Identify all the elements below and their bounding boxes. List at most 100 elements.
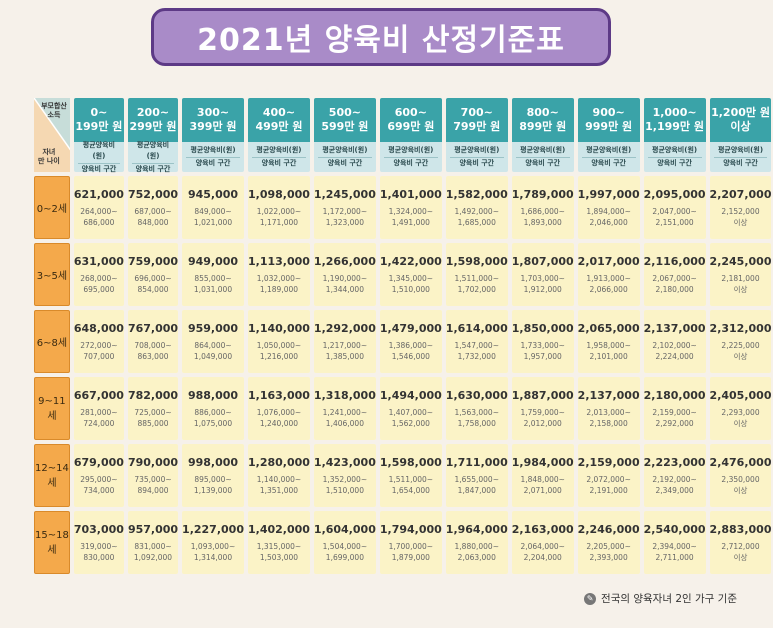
average-support: 988,000 <box>187 388 239 402</box>
range-end: 1,092,000 <box>133 552 173 562</box>
average-support: 782,000 <box>127 388 179 402</box>
support-range: 1,076,000~ 1,240,000 <box>248 407 310 429</box>
range-end: 1,758,000 <box>457 418 496 428</box>
range-end: 2,204,000 <box>523 552 562 562</box>
support-range: 264,000~ 686,000 <box>74 206 124 228</box>
income-range: 600~ 699만 원 <box>379 98 442 142</box>
support-cell: 2,246,000 2,205,000~ 2,393,000 <box>577 511 640 574</box>
support-cell: 1,113,000 1,032,000~ 1,189,000 <box>247 243 310 306</box>
range-end: 2,066,000 <box>589 284 628 294</box>
support-cell: 621,000 264,000~ 686,000 <box>73 176 124 239</box>
support-range: 1,894,000~ 2,046,000 <box>578 206 640 228</box>
support-cell: 1,318,000 1,241,000~ 1,406,000 <box>313 377 376 440</box>
income-column-header: 300~ 399만 원 평균양육비(원) 양육비 구간 <box>182 98 244 172</box>
average-support: 1,887,000 <box>511 388 574 402</box>
income-range: 1,200만 원 이상 <box>709 98 772 142</box>
income-column-header: 400~ 499만 원 평균양육비(원) 양육비 구간 <box>247 98 310 172</box>
support-cell: 752,000 687,000~ 848,000 <box>127 176 179 239</box>
average-support: 667,000 <box>73 388 124 402</box>
range-start: 1,241,000~ <box>322 407 368 417</box>
range-start: 1,655,000~ <box>454 474 499 484</box>
support-range: 1,880,000~ 2,063,000 <box>446 541 508 563</box>
support-cell: 2,137,000 2,102,000~ 2,224,000 <box>643 310 706 373</box>
table-body: 0~2세 621,000 264,000~ 686,000 752,000 687,000… <box>34 176 772 574</box>
average-support: 1,614,000 <box>445 321 508 335</box>
avg-label: 평균양육비(원) <box>186 145 240 158</box>
range-end: 1,139,000 <box>193 485 233 495</box>
support-range: 2,394,000~ 2,711,000 <box>644 541 706 563</box>
support-cell: 1,494,000 1,407,000~ 1,562,000 <box>379 377 442 440</box>
support-cell: 667,000 281,000~ 724,000 <box>73 377 124 440</box>
range-end: 1,732,000 <box>457 351 496 361</box>
support-range: 1,913,000~ 2,066,000 <box>578 273 640 295</box>
range-start: 1,848,000~ <box>520 474 565 484</box>
average-support: 1,163,000 <box>247 388 310 402</box>
range-start: 1,511,000~ <box>454 273 499 283</box>
range-end: 이상 <box>733 217 748 227</box>
range-end: 1,685,000 <box>457 217 496 227</box>
support-range: 687,000~ 848,000 <box>128 206 178 228</box>
income-column-header: 700~ 799만 원 평균양육비(원) 양육비 구간 <box>445 98 508 172</box>
range-start: 319,000~ <box>80 541 118 551</box>
income-column-header: 900~ 999만 원 평균양육비(원) 양육비 구간 <box>577 98 640 172</box>
income-range-line1: 800~ <box>526 106 559 119</box>
income-range-line2: 999만 원 <box>585 120 633 133</box>
support-cell: 2,223,000 2,192,000~ 2,349,000 <box>643 444 706 507</box>
range-end: 이상 <box>733 284 748 294</box>
average-support: 1,997,000 <box>577 187 640 201</box>
average-support: 1,140,000 <box>247 321 310 335</box>
range-end: 1,503,000 <box>259 552 299 562</box>
range-start: 1,407,000~ <box>388 407 434 417</box>
range-start: 2,067,000~ <box>652 273 697 283</box>
income-range-line2: 1,199만 원 <box>645 120 705 133</box>
range-end: 1,031,000 <box>193 284 233 294</box>
average-support: 2,405,000 <box>709 388 772 402</box>
support-cell: 1,984,000 1,848,000~ 2,071,000 <box>511 444 574 507</box>
range-start: 2,047,000~ <box>652 206 697 216</box>
support-cell: 631,000 268,000~ 695,000 <box>73 243 124 306</box>
support-cell: 1,401,000 1,324,000~ 1,491,000 <box>379 176 442 239</box>
income-column-header: 1,000~ 1,199만 원 평균양육비(원) 양육비 구간 <box>643 98 706 172</box>
income-range-line2: 이상 <box>730 120 751 133</box>
support-cell: 2,065,000 1,958,000~ 2,101,000 <box>577 310 640 373</box>
range-start: 2,072,000~ <box>586 474 631 484</box>
range-label: 양육비 구간 <box>195 159 231 167</box>
range-start: 1,703,000~ <box>520 273 565 283</box>
range-start: 1,093,000~ <box>190 541 236 551</box>
support-cell: 1,711,000 1,655,000~ 1,847,000 <box>445 444 508 507</box>
income-range-line2: 299만 원 <box>129 120 177 133</box>
average-support: 1,598,000 <box>379 455 442 469</box>
support-range: 1,733,000~ 1,957,000 <box>512 340 574 362</box>
avg-label: 평균양육비(원) <box>251 145 306 158</box>
range-label: 양육비 구간 <box>459 159 495 167</box>
income-range-line1: 0~ <box>90 106 108 119</box>
income-range: 200~ 299만 원 <box>127 98 179 142</box>
support-range: 1,190,000~ 1,344,000 <box>314 273 376 295</box>
range-end: 1,847,000 <box>457 485 496 495</box>
range-end: 724,000 <box>83 418 115 428</box>
range-end: 1,216,000 <box>259 351 299 361</box>
range-label: 양육비 구간 <box>327 159 363 167</box>
range-end: 2,349,000 <box>655 485 694 495</box>
support-range: 1,759,000~ 2,012,000 <box>512 407 574 429</box>
average-support: 703,000 <box>73 522 124 536</box>
average-support: 998,000 <box>187 455 239 469</box>
range-end: 1,049,000 <box>193 351 233 361</box>
average-support: 1,266,000 <box>313 254 376 268</box>
avg-label: 평균양육비(원) <box>317 145 372 158</box>
range-start: 1,504,000~ <box>322 541 368 551</box>
range-start: 2,712,000 <box>721 541 760 551</box>
average-support: 679,000 <box>73 455 124 469</box>
income-range-line2: 799만 원 <box>453 120 501 133</box>
range-end: 1,385,000 <box>325 351 364 361</box>
support-cell: 2,163,000 2,064,000~ 2,204,000 <box>511 511 574 574</box>
range-label: 양육비 구간 <box>591 159 626 167</box>
average-support: 1,807,000 <box>511 254 574 268</box>
support-cell: 767,000 708,000~ 863,000 <box>127 310 179 373</box>
subheader: 평균양육비(원) 양육비 구간 <box>511 142 574 172</box>
support-cell: 2,159,000 2,072,000~ 2,191,000 <box>577 444 640 507</box>
table-row: 9~11세 667,000 281,000~ 724,000 782,000 725,00… <box>34 377 772 440</box>
range-start: 1,386,000~ <box>388 340 434 350</box>
income-range-line1: 1,000~ <box>652 106 697 119</box>
range-end: 1,699,000 <box>325 552 364 562</box>
